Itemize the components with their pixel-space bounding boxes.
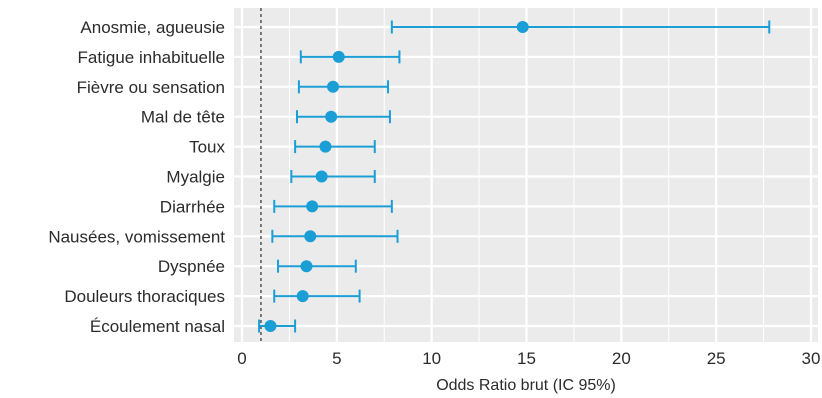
point-estimate (327, 80, 340, 93)
x-tick-label: 30 (802, 349, 821, 368)
ci-errorbar (299, 50, 401, 64)
category-label: Dyspnée (158, 257, 225, 276)
category-label: Fatigue inhabituelle (78, 48, 225, 67)
ci-errorbar (294, 140, 376, 154)
category-label: Myalgie (166, 168, 225, 187)
category-label: Mal de tête (141, 108, 225, 127)
category-label: Fièvre ou sensation (77, 78, 225, 97)
category-label: Anosmie, agueusie (80, 18, 225, 37)
category-label: Douleurs thoraciques (64, 287, 225, 306)
ci-errorbar (273, 199, 393, 213)
point-estimate (332, 50, 345, 63)
point-estimate (516, 21, 529, 33)
x-tick-labels: 0 5 10 15 20 25 30 (237, 349, 820, 368)
category-label: Diarrhée (160, 197, 225, 216)
ci-errorbar (290, 170, 376, 183)
point-estimate (264, 320, 277, 332)
data-marks (258, 20, 771, 333)
category-label: Nausées, vomissement (48, 227, 225, 246)
grid-lines (234, 8, 818, 342)
point-estimate (319, 140, 332, 153)
ci-errorbar (296, 110, 391, 124)
x-tick-label: 10 (422, 349, 441, 368)
point-estimate (300, 260, 313, 273)
category-label: Toux (189, 138, 225, 157)
ci-errorbar (297, 80, 390, 94)
category-labels: Anosmie, agueusie Fatigue inhabituelle Fiè… (48, 18, 225, 336)
point-estimate (306, 200, 319, 213)
ci-errorbar (277, 259, 357, 273)
x-axis-title: Odds Ratio brut (IC 95%) (436, 377, 616, 394)
point-estimate (296, 290, 309, 303)
ci-errorbar (273, 289, 361, 303)
x-tick-label: 20 (612, 349, 631, 368)
ci-errorbar (390, 20, 771, 34)
point-estimate (325, 110, 338, 123)
x-tick-label: 15 (517, 349, 536, 368)
x-tick-label: 5 (332, 349, 341, 368)
category-label: Écoulement nasal (90, 317, 225, 336)
x-tick-label: 25 (707, 349, 726, 368)
x-tick-label: 0 (237, 349, 246, 368)
point-estimate (304, 230, 317, 243)
ci-errorbar (271, 229, 399, 243)
point-estimate (315, 170, 328, 183)
